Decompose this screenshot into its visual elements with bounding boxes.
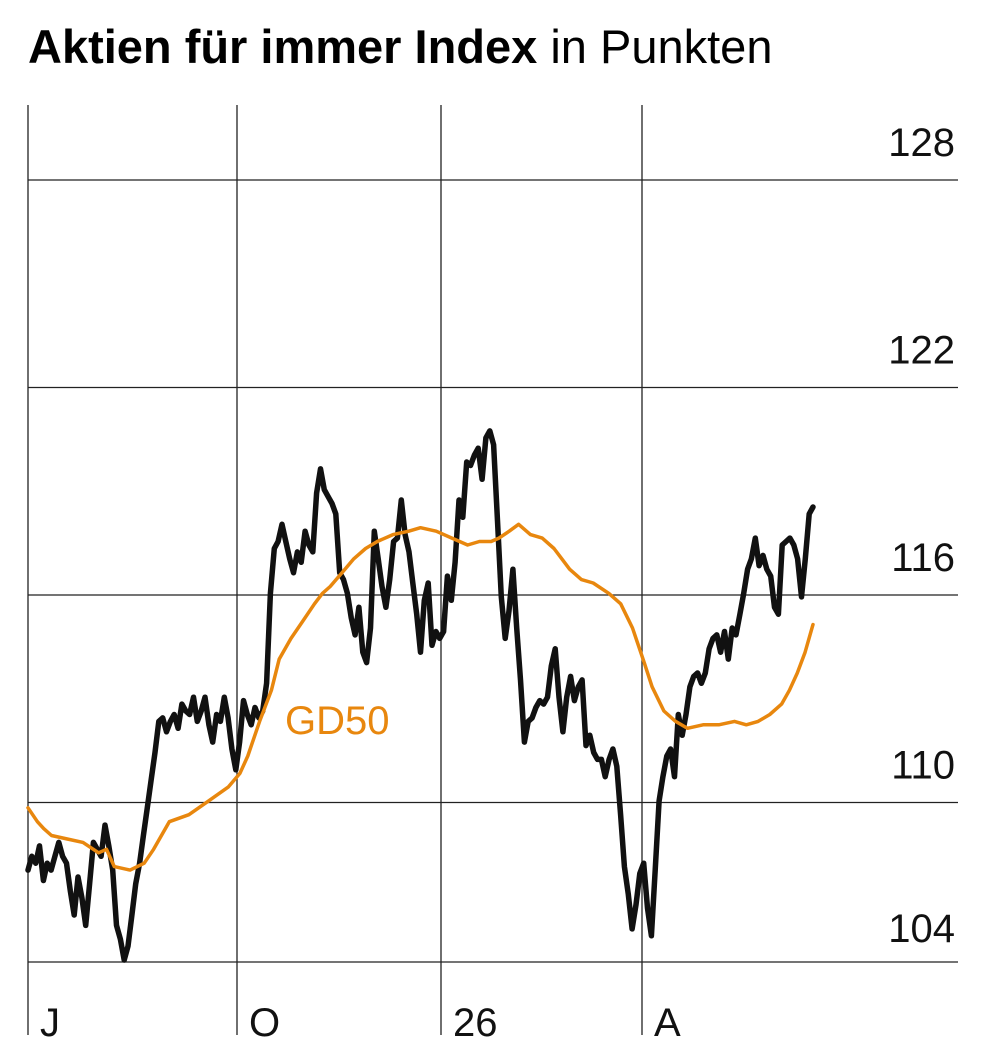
y-tick-label: 104 (888, 907, 955, 951)
x-tick-label: A (654, 1001, 681, 1045)
y-tick-label: 122 (888, 329, 955, 373)
x-tick-label: 26 (453, 1001, 498, 1045)
chart-title-unit: in Punkten (550, 20, 773, 73)
x-tick-label: O (249, 1001, 280, 1045)
x-tick-label: J (40, 1001, 60, 1045)
chart-title: Aktien für immer Index in Punkten (28, 14, 772, 80)
series-line-index (25, 428, 816, 963)
series-line-gd50 (26, 522, 815, 872)
series-label-gd50: GD50 (285, 699, 390, 743)
y-tick-label: 128 (888, 121, 955, 165)
y-tick-label: 110 (891, 744, 955, 788)
y-tick-label: 116 (891, 536, 955, 580)
chart-title-main: Aktien für immer Index (28, 20, 538, 73)
